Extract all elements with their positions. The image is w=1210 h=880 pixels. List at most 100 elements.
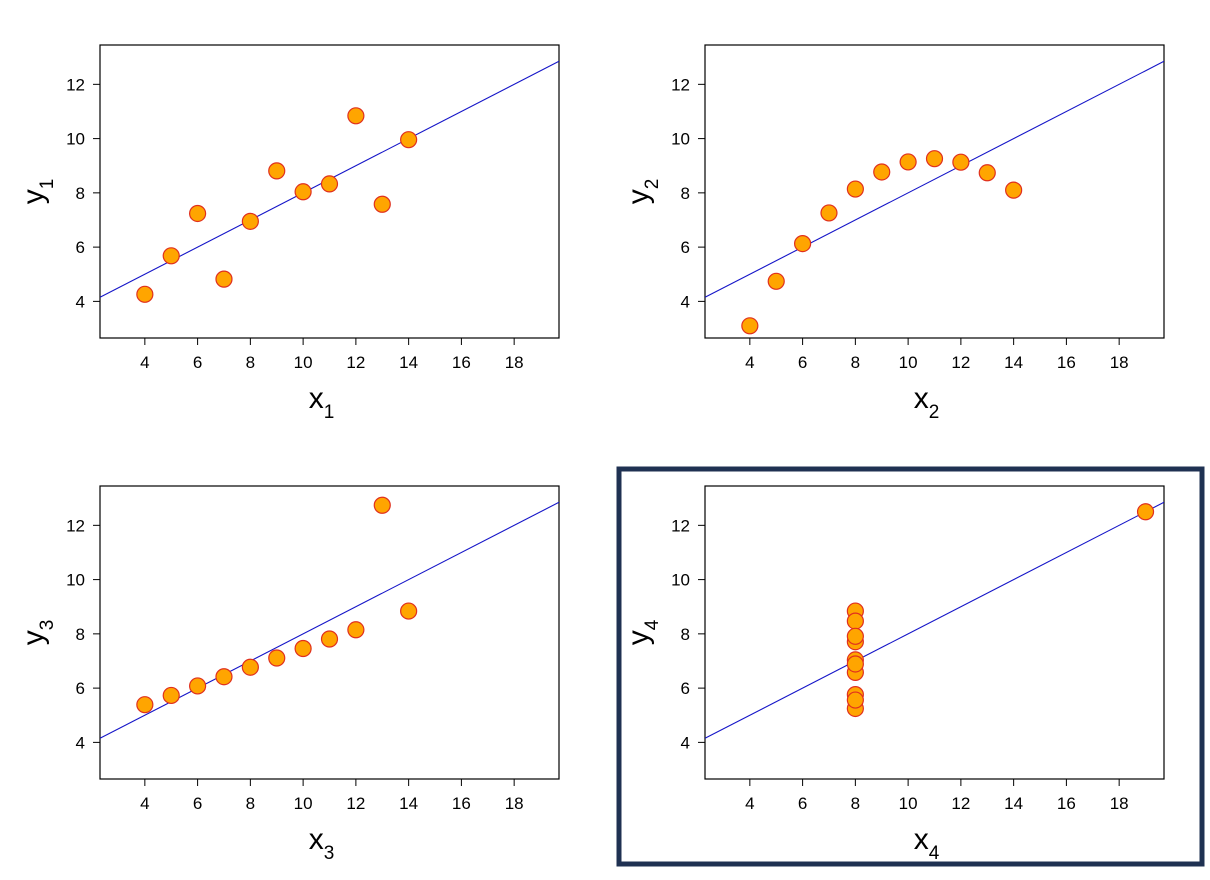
x-axis-title: x4: [914, 823, 940, 864]
x-tick-label: 6: [193, 794, 202, 813]
regression-line: [705, 60, 1164, 298]
x-tick-label: 18: [1110, 794, 1129, 813]
x-axis-title: x1: [309, 382, 335, 423]
y-tick-label: 12: [671, 75, 690, 94]
x-tick-label: 16: [452, 794, 471, 813]
x-axis-title: x3: [309, 823, 335, 864]
data-point: [794, 234, 812, 253]
x-tick-label: 4: [745, 353, 754, 372]
data-point: [320, 175, 339, 193]
y-tick-label: 10: [66, 571, 85, 590]
data-point: [136, 696, 154, 714]
data-point: [347, 107, 365, 125]
x-tick-label: 8: [246, 794, 255, 813]
data-point: [925, 150, 944, 168]
plot-frame: [704, 44, 1165, 339]
x-tick-label: 8: [851, 794, 860, 813]
x-axis-title-base: x: [309, 823, 324, 856]
data-point: [294, 183, 312, 201]
x-axis-title-subscript: 4: [929, 843, 940, 864]
x-axis-title-subscript: 1: [324, 402, 335, 423]
data-point: [846, 691, 864, 709]
x-tick-label: 18: [505, 353, 524, 372]
x-tick-label: 16: [1057, 353, 1076, 372]
x-axis-title-base: x: [914, 382, 929, 415]
y-axis-title-base: y: [17, 630, 50, 645]
y-axis-title: y3: [17, 620, 58, 646]
data-point: [846, 612, 864, 630]
y-tick-label: 10: [66, 130, 85, 149]
y-tick-label: 8: [76, 625, 85, 644]
x-tick-label: 8: [246, 353, 255, 372]
x-tick-label: 4: [745, 794, 754, 813]
x-tick-label: 10: [899, 353, 918, 372]
data-point: [899, 153, 917, 171]
x-tick-label: 10: [899, 794, 918, 813]
x-tick-label: 14: [399, 794, 418, 813]
y-axis-title: y2: [622, 179, 663, 205]
data-point: [294, 639, 312, 658]
data-point: [268, 649, 286, 667]
data-point: [846, 180, 864, 198]
y-tick-label: 12: [671, 516, 690, 535]
regression-line: [705, 501, 1164, 739]
x-axis-title-base: x: [309, 382, 324, 415]
y-tick-label: 4: [681, 292, 690, 311]
data-point: [952, 153, 970, 171]
y-tick-label: 12: [66, 75, 85, 94]
y-axis-title: y1: [17, 179, 58, 205]
y-tick-label: 8: [76, 184, 85, 203]
x-tick-label: 6: [798, 794, 807, 813]
data-point: [767, 272, 785, 290]
y-axis-title-subscript: 4: [642, 619, 663, 630]
data-point: [400, 602, 418, 620]
x-tick-label: 6: [193, 353, 202, 372]
data-point: [241, 658, 259, 676]
data-point: [189, 677, 207, 695]
y-axis-title-subscript: 3: [37, 620, 58, 631]
data-point: [241, 212, 259, 230]
data-point: [873, 163, 891, 181]
x-tick-label: 12: [346, 353, 365, 372]
y-axis-title-base: y: [622, 189, 655, 204]
y-tick-label: 12: [66, 516, 85, 535]
y-tick-label: 6: [76, 679, 85, 698]
x-tick-label: 12: [951, 353, 970, 372]
data-point: [268, 162, 286, 180]
x-tick-label: 6: [798, 353, 807, 372]
data-point: [215, 668, 233, 686]
y-tick-label: 4: [76, 292, 85, 311]
y-axis-title-subscript: 1: [37, 179, 58, 190]
data-point: [189, 204, 207, 223]
data-point: [846, 655, 864, 673]
plot-frame: [704, 485, 1165, 780]
x-tick-label: 14: [1004, 353, 1023, 372]
y-tick-label: 10: [671, 571, 690, 590]
x-tick-label: 14: [399, 353, 418, 372]
x-tick-label: 12: [951, 794, 970, 813]
y-axis-title-subscript: 2: [642, 179, 663, 190]
data-point: [215, 270, 233, 288]
plot-frame: [99, 485, 560, 780]
y-tick-label: 6: [76, 238, 85, 257]
x-tick-label: 10: [294, 353, 313, 372]
x-axis-title-base: x: [914, 823, 929, 856]
data-point: [162, 686, 180, 705]
y-tick-label: 6: [681, 679, 690, 698]
y-axis-title-base: y: [622, 630, 655, 645]
panel-highlight-frame: [616, 466, 1205, 867]
y-tick-label: 6: [681, 238, 690, 257]
data-point: [373, 195, 391, 213]
data-point: [162, 247, 180, 265]
x-axis-title-subscript: 2: [929, 402, 940, 423]
y-tick-label: 4: [76, 733, 85, 752]
y-axis-title-base: y: [17, 189, 50, 204]
plot-frame: [99, 44, 560, 339]
x-tick-label: 16: [452, 353, 471, 372]
x-tick-label: 4: [140, 353, 149, 372]
data-point: [347, 621, 365, 639]
